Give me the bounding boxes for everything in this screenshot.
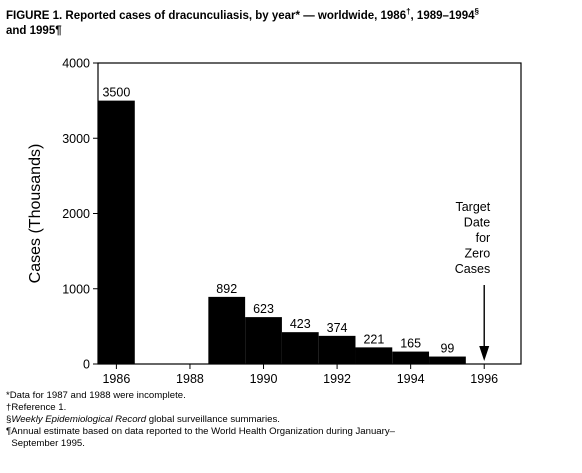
y-axis-title: Cases (Thousands)	[27, 144, 44, 284]
bar-1990	[245, 317, 282, 364]
footnote-annual-estimate-2: September 1995.	[6, 438, 85, 449]
footnote-source-title: Weekly Epidemiological Record	[11, 414, 147, 425]
bar-1992	[318, 335, 356, 364]
target-annotation-line: Date	[464, 216, 490, 230]
bar-value-label: 892	[216, 282, 237, 296]
footnote-incomplete-data: *Data for 1987 and 1988 were incomplete.	[6, 390, 186, 401]
x-tick-label: 1986	[102, 372, 130, 386]
figure-title-mark-dagger: †	[406, 7, 411, 16]
footnote-source-mark: §	[6, 414, 12, 425]
target-annotation-line: Cases	[455, 262, 490, 276]
bar-1993	[355, 347, 393, 364]
target-annotation-line: Zero	[465, 247, 491, 261]
x-tick-label: 1988	[176, 372, 204, 386]
bar-1991	[281, 332, 319, 364]
bar-1995	[429, 356, 466, 364]
target-arrow-head	[479, 346, 490, 361]
footnote-source: §Weekly Epidemiological Record global su…	[6, 414, 578, 426]
target-annotation-line: for	[476, 231, 491, 245]
target-annotation: Target Date for Zero Cases	[455, 200, 491, 276]
bar-1994	[392, 351, 430, 364]
bar-value-label: 165	[400, 337, 421, 351]
footnotes: *Data for 1987 and 1988 were incomplete.…	[6, 390, 578, 450]
figure-title-mid: , 1989–1994	[410, 9, 475, 22]
bar-value-label: 3500	[102, 86, 130, 100]
footnote-source-rest: global surveillance summaries.	[146, 414, 280, 425]
figure-title-mark-section: §	[474, 7, 479, 16]
footnote-reference: †Reference 1.	[6, 402, 67, 413]
bar-value-label: 423	[290, 317, 311, 331]
bar-value-label: 221	[363, 332, 384, 346]
bar-1986	[98, 100, 135, 364]
bar-value-label: 99	[440, 342, 454, 356]
x-tick-label: 1992	[323, 372, 351, 386]
y-tick-label: 1000	[62, 282, 90, 296]
footnote-annual-estimate-1: ¶Annual estimate based on data reported …	[6, 426, 395, 437]
y-tick-label: 3000	[62, 132, 90, 146]
x-tick-label: 1996	[470, 372, 498, 386]
y-tick-label: 2000	[62, 207, 90, 221]
figure-title-line2: and 1995¶	[6, 24, 62, 37]
x-tick-label: 1990	[250, 372, 278, 386]
target-annotation-line: Target	[455, 200, 490, 214]
x-tick-label: 1994	[397, 372, 425, 386]
bar-1989	[208, 296, 246, 364]
figure-title: FIGURE 1. Reported cases of dracunculias…	[6, 4, 576, 39]
bar-value-label: 374	[327, 321, 348, 335]
bar-chart: 0 1000 2000 3000 4000 1986 1988 1990 1992 1994 199…	[27, 57, 522, 386]
y-tick-label: 0	[83, 358, 90, 372]
y-tick-label: 4000	[62, 57, 90, 71]
figure-title-main: FIGURE 1. Reported cases of dracunculias…	[6, 9, 407, 22]
bar-value-label: 623	[253, 302, 274, 316]
